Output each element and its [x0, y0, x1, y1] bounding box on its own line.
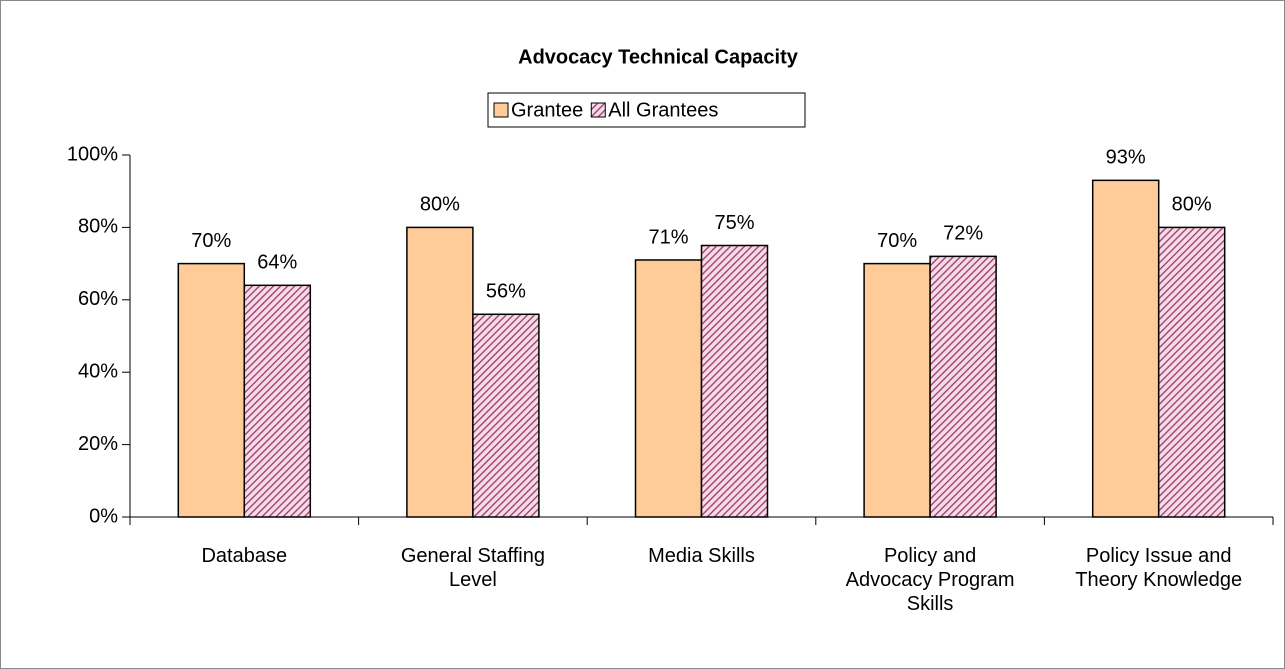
bar	[634, 259, 703, 518]
bar	[472, 313, 540, 518]
value-label: 80%	[420, 194, 460, 216]
bar	[177, 262, 246, 518]
x-tick-label: Database	[201, 545, 287, 567]
bar	[929, 255, 997, 518]
legend-box	[487, 92, 806, 128]
legend-label: All Grantees	[608, 99, 718, 121]
value-label: 64%	[257, 252, 297, 274]
y-tick-label: 80%	[78, 216, 118, 238]
y-tick-label: 20%	[78, 433, 118, 455]
y-tick-label: 60%	[78, 288, 118, 310]
x-tick-label: Policy and Advocacy Program Skills	[846, 545, 1015, 615]
y-tick-label: 100%	[67, 143, 118, 165]
value-label: 93%	[1106, 147, 1146, 169]
value-label: 80%	[1172, 194, 1212, 216]
value-label: 72%	[943, 223, 983, 245]
bar	[700, 244, 769, 518]
bar	[1091, 179, 1160, 518]
value-label: 71%	[648, 226, 688, 248]
value-label: 70%	[191, 230, 231, 252]
value-label: 70%	[877, 230, 917, 252]
bar	[406, 226, 474, 518]
bar	[1157, 226, 1226, 518]
y-tick-label: 0%	[89, 505, 118, 527]
legend-swatch	[493, 102, 509, 118]
x-tick-label: Policy Issue and Theory Knowledge	[1075, 545, 1242, 591]
y-tick-label: 40%	[78, 360, 118, 382]
bar	[243, 284, 312, 518]
x-tick-label: General Staffing Level	[401, 545, 545, 591]
bar	[863, 262, 931, 518]
x-tick-label: Media Skills	[648, 545, 755, 567]
legend-label: Grantee	[511, 99, 583, 121]
chart-title: Advocacy Technical Capacity	[518, 46, 799, 68]
value-label: 56%	[486, 281, 526, 303]
value-label: 75%	[714, 212, 754, 234]
legend-swatch	[590, 102, 606, 118]
